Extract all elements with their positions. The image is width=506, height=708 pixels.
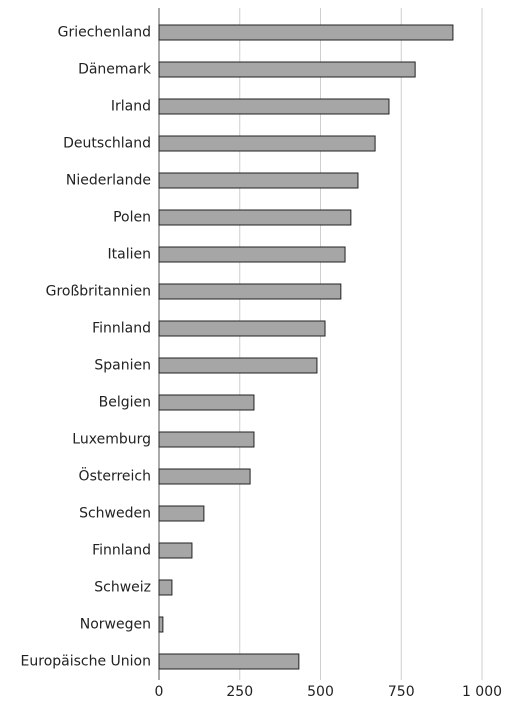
y-tick-label: Irland (111, 99, 151, 115)
y-tick-label: Europäische Union (21, 654, 151, 670)
y-tick-label: Österreich (79, 467, 151, 485)
bar (158, 542, 193, 559)
y-tick-label: Polen (113, 210, 151, 226)
y-tick-label: Deutschland (63, 136, 151, 152)
x-tick-label: 750 (388, 684, 415, 700)
bar (158, 394, 255, 411)
bar (158, 616, 164, 633)
y-tick-label: Schweiz (94, 580, 151, 596)
bar (158, 653, 300, 670)
y-tick-label: Finnland (92, 321, 151, 337)
bar (158, 24, 454, 41)
y-tick-label: Schweden (79, 506, 151, 522)
bar (158, 246, 346, 263)
bar (158, 172, 359, 189)
x-tick-label: 0 (155, 684, 164, 700)
x-tick-label: 250 (226, 684, 253, 700)
y-tick-label: Luxemburg (72, 432, 151, 448)
bar (158, 468, 251, 485)
bar (158, 357, 318, 374)
y-tick-label: Spanien (94, 358, 151, 374)
y-tick-label: Niederlande (66, 173, 151, 189)
y-tick-label: Italien (108, 247, 151, 263)
bar (158, 505, 205, 522)
bar (158, 283, 342, 300)
y-tick-label: Finnland (92, 543, 151, 559)
x-tick-label: 1 000 (462, 684, 502, 700)
bar (158, 320, 326, 337)
y-tick-label: Großbritannien (46, 284, 151, 300)
bar (158, 135, 376, 152)
bar (158, 209, 352, 226)
bar (158, 61, 416, 78)
y-tick-label: Belgien (99, 395, 151, 411)
y-tick-label: Griechenland (58, 25, 151, 41)
bar (158, 579, 173, 596)
y-tick-label: Dänemark (78, 62, 152, 78)
bar (158, 431, 255, 448)
x-tick-label: 500 (307, 684, 334, 700)
bar (158, 98, 390, 115)
y-tick-label: Norwegen (80, 617, 151, 633)
